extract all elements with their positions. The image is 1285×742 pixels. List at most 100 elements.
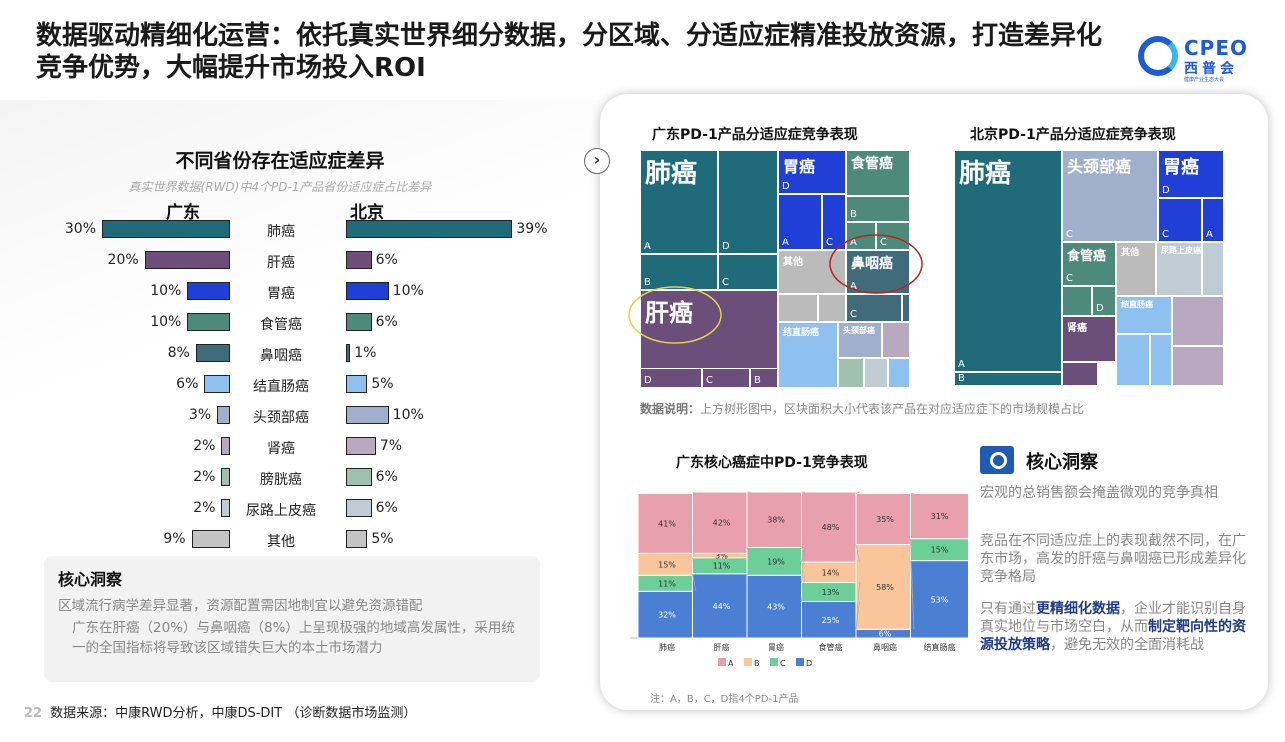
treemap-cell: C bbox=[822, 194, 846, 250]
legend-label: C bbox=[780, 659, 786, 668]
stacked-category-label: 鼻咽癌 bbox=[873, 642, 897, 652]
stacked-bar-label: 41% bbox=[658, 519, 676, 528]
treemap-cell: C bbox=[846, 294, 902, 322]
bar-beijing-label: 10% bbox=[392, 407, 424, 423]
bar-beijing bbox=[346, 282, 389, 300]
bar-guangdong bbox=[187, 313, 230, 331]
stacked-category-label: 结直肠癌 bbox=[924, 642, 956, 652]
chevron-right-icon[interactable]: › bbox=[584, 148, 610, 174]
stacked-bar-label: 58% bbox=[876, 583, 894, 592]
stacked-bar-label: 25% bbox=[822, 616, 840, 625]
logo-ring-icon bbox=[1138, 36, 1178, 76]
col-head-beijing: 北京 bbox=[350, 203, 384, 223]
bar-category-label: 头颈部癌 bbox=[253, 410, 309, 426]
treemap-cell: 肾癌 bbox=[1062, 316, 1116, 362]
bar-category-label: 其他 bbox=[267, 534, 295, 550]
bar-beijing bbox=[346, 220, 513, 238]
stacked-connector bbox=[692, 491, 697, 494]
bar-row: 10% 食管癌 6% bbox=[0, 313, 600, 333]
bar-guangdong-label: 20% bbox=[107, 252, 139, 268]
bar-guangdong-label: 30% bbox=[64, 221, 96, 237]
left-subheading: 真实世界数据(RWD)中4个PD-1产品省份适应症占比差异 bbox=[128, 180, 432, 194]
insight-left-p1: 区域流行病学差异显著，资源配置需因地制宜以避免资源错配 bbox=[58, 598, 423, 614]
bar-beijing bbox=[346, 406, 389, 424]
treemap-cell bbox=[838, 358, 864, 388]
treemap-cell: 其他 bbox=[1116, 242, 1156, 296]
stacked-bar-label: 13% bbox=[822, 588, 840, 597]
insight-right-p2: 竞品在不同适应症上的表现截然不同，在广东市场，高发的肝癌与鼻咽癌已形成差异化竞争… bbox=[980, 533, 1246, 585]
bar-guangdong bbox=[221, 468, 230, 486]
stacked-bar-label: 35% bbox=[876, 515, 894, 524]
stacked-category-label: 肝癌 bbox=[714, 642, 730, 652]
insight-left-title: 核心洞察 bbox=[58, 570, 123, 589]
stacked-category-label: 胃癌 bbox=[768, 642, 784, 652]
stacked-bar-label: 15% bbox=[931, 546, 949, 555]
treemap-cell: 胃癌 D bbox=[1158, 150, 1224, 198]
bar-row: 3% 头颈部癌 10% bbox=[0, 406, 600, 426]
bar-beijing-label: 5% bbox=[371, 531, 394, 547]
bar-beijing-label: 7% bbox=[379, 438, 403, 454]
bar-beijing-label: 6% bbox=[375, 469, 398, 485]
treemap-cell bbox=[1202, 242, 1224, 296]
stacked-connector bbox=[746, 547, 751, 558]
bar-guangdong bbox=[221, 437, 230, 455]
bar-category-label: 肾癌 bbox=[267, 441, 295, 457]
treemap-cell bbox=[1062, 286, 1092, 316]
stacked-bar-label: 19% bbox=[767, 557, 785, 566]
treemap-cell: 头颈部癌 bbox=[838, 322, 882, 358]
bar-beijing bbox=[346, 375, 368, 393]
treemap-cell: 头颈部癌 C bbox=[1062, 150, 1158, 242]
stacked-category-label: 肺癌 bbox=[659, 642, 675, 652]
treemap-cell bbox=[1116, 334, 1150, 386]
stacked-bar-segment bbox=[637, 492, 697, 554]
bar-guangdong-label: 9% bbox=[163, 531, 186, 547]
bar-category-label: 结直肠癌 bbox=[253, 379, 309, 395]
treemap-cell: D bbox=[640, 368, 702, 388]
treemap-cell bbox=[882, 322, 910, 358]
stacked-bar-segment bbox=[692, 573, 751, 639]
stacked-bar-label: 6% bbox=[879, 630, 892, 639]
bar-row: 30% 肺癌 39% bbox=[0, 220, 600, 240]
stacked-connector bbox=[910, 538, 915, 630]
bar-beijing bbox=[346, 344, 351, 362]
bar-row: 8% 鼻咽癌 1% bbox=[0, 344, 600, 364]
treemap-cell: 食管癌 C bbox=[1062, 242, 1116, 286]
stacked-connector bbox=[910, 538, 915, 545]
stacked-bar-label: 11% bbox=[658, 579, 676, 588]
treemap-cell: 肺癌 A bbox=[640, 150, 718, 254]
treemap-cell bbox=[818, 294, 846, 322]
bar-beijing-label: 1% bbox=[354, 345, 377, 361]
bar-row: 6% 结直肠癌 5% bbox=[0, 375, 600, 395]
stacked-connector bbox=[855, 582, 860, 630]
bar-guangdong bbox=[191, 530, 230, 548]
treemap-cell: 结直肠癌 bbox=[1116, 296, 1172, 334]
treemap-cell bbox=[778, 294, 818, 322]
left-panel-bg bbox=[0, 100, 600, 570]
treemap-cell: C bbox=[876, 222, 910, 250]
stacked-bar-label: 48% bbox=[822, 523, 840, 532]
stacked-connector bbox=[855, 491, 860, 494]
stacked-bar-label: 15% bbox=[658, 560, 676, 569]
bar-category-label: 膀胱癌 bbox=[260, 472, 302, 488]
legend-swatch bbox=[770, 658, 778, 666]
treemap-cell: 尿路上皮癌 bbox=[1156, 242, 1202, 296]
stacked-bar-chart: 32%11%15%41%肺癌44%11%3%42%肝癌43%19%38%胃癌25… bbox=[630, 491, 969, 668]
bar-category-label: 食管癌 bbox=[260, 317, 302, 333]
treemap-cell bbox=[902, 294, 910, 322]
bar-beijing bbox=[346, 251, 372, 269]
stacked-connector bbox=[801, 575, 806, 602]
stacked-bar-label: 31% bbox=[931, 512, 949, 521]
treemap-cell bbox=[1172, 346, 1224, 386]
highlight-circle-naso bbox=[829, 234, 923, 294]
legend-swatch bbox=[796, 658, 804, 666]
bar-guangdong-label: 8% bbox=[167, 345, 190, 361]
insight-right-title: 核心洞察 bbox=[1026, 452, 1098, 473]
stacked-bar-segment bbox=[692, 491, 751, 554]
stacked-chart-title: 广东核心癌症中PD-1竞争表现 bbox=[676, 455, 868, 471]
treemap-cell bbox=[888, 358, 910, 388]
bar-row: 9% 其他 5% bbox=[0, 530, 600, 550]
stacked-connector bbox=[801, 547, 806, 563]
treemap-bj-title: 北京PD-1产品分适应症竞争表现 bbox=[970, 127, 1176, 143]
bar-category-label: 肝癌 bbox=[267, 255, 295, 271]
treemap-guangdong: 肺癌ADBC肝癌ADCB胃癌DAC食管癌BAC其他鼻咽癌AC结直肠癌头颈部癌 bbox=[640, 150, 916, 388]
